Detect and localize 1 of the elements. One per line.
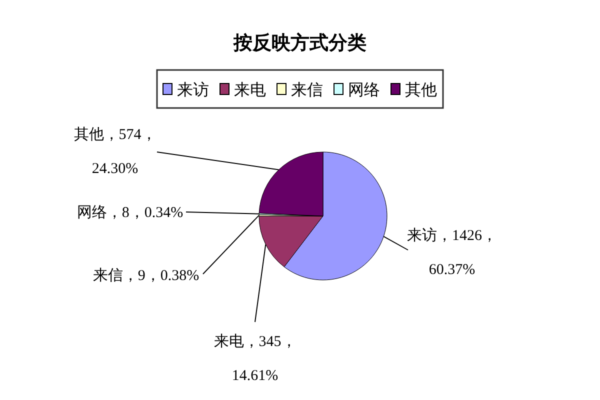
title: 按反映方式分类: [234, 32, 366, 54]
